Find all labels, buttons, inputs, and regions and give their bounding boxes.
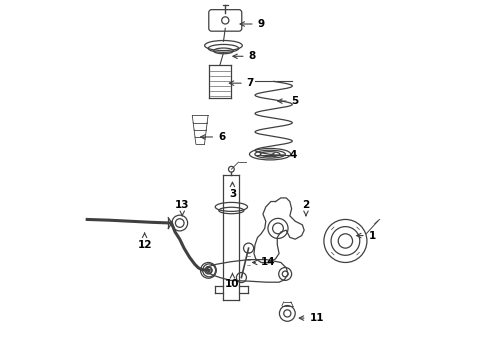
- Text: 9: 9: [240, 19, 265, 29]
- Text: 11: 11: [299, 313, 324, 323]
- Text: 10: 10: [225, 273, 240, 289]
- Text: 12: 12: [137, 233, 152, 249]
- Text: 1: 1: [357, 231, 376, 240]
- Text: 13: 13: [175, 200, 190, 216]
- Text: 14: 14: [253, 257, 275, 267]
- Text: 4: 4: [270, 150, 297, 160]
- Text: 8: 8: [233, 51, 256, 61]
- Text: 5: 5: [278, 96, 299, 106]
- Text: 7: 7: [229, 78, 254, 88]
- Text: 3: 3: [229, 182, 236, 199]
- Text: 6: 6: [200, 132, 225, 142]
- Text: 2: 2: [302, 200, 310, 216]
